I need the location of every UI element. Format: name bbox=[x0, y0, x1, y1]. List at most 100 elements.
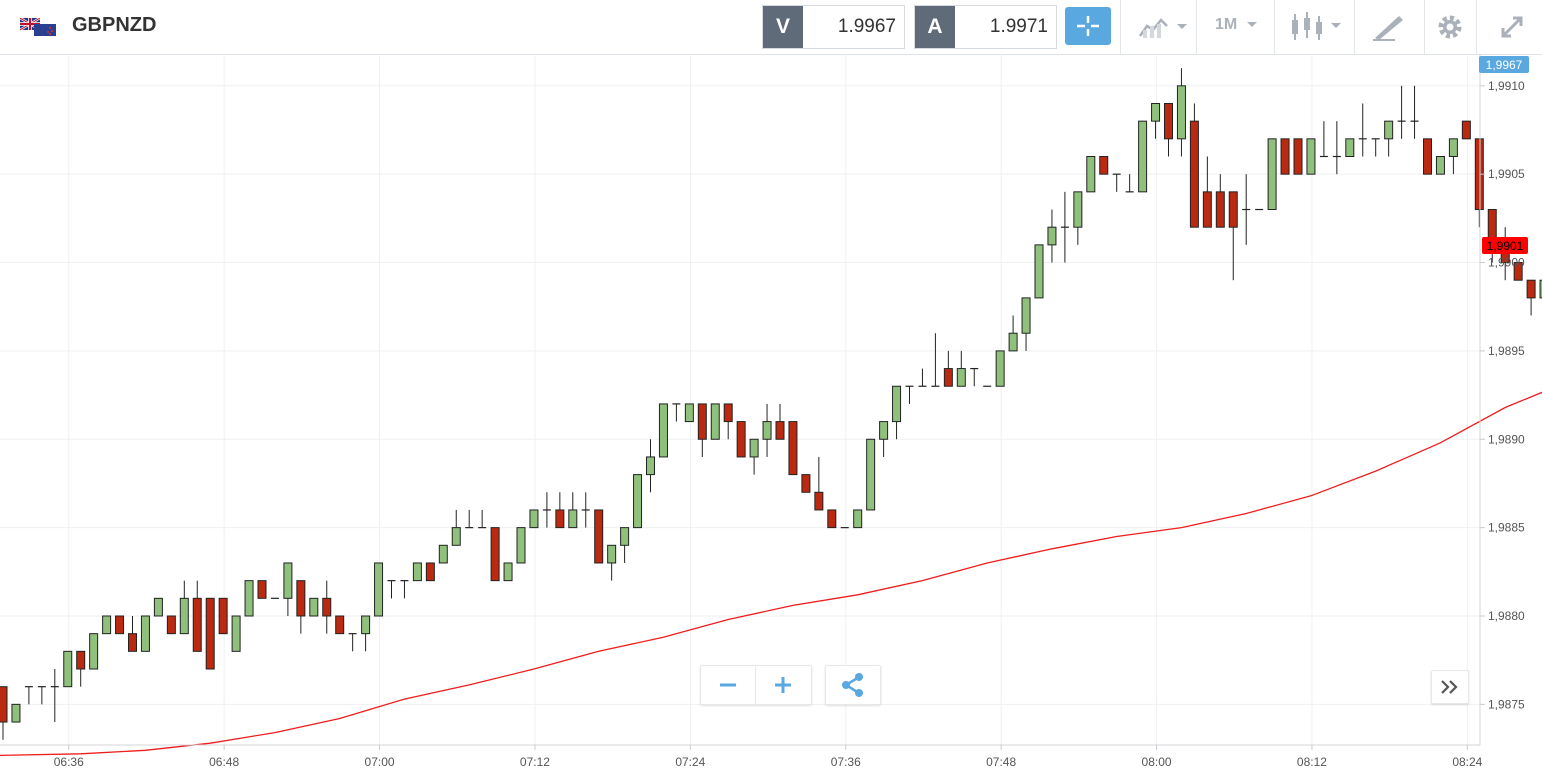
candle bbox=[879, 421, 889, 457]
zoom-in-button[interactable] bbox=[756, 666, 810, 704]
candle-body bbox=[1228, 191, 1238, 228]
candle-body bbox=[1384, 120, 1394, 140]
candle bbox=[827, 509, 837, 529]
candle-body bbox=[1448, 138, 1458, 158]
candle-body bbox=[684, 403, 694, 423]
candle-body bbox=[128, 633, 137, 652]
x-tick-label: 07:00 bbox=[365, 755, 395, 769]
candle bbox=[451, 509, 461, 546]
candle-body bbox=[594, 509, 604, 564]
scroll-to-latest-button[interactable] bbox=[1431, 670, 1469, 704]
candle-body bbox=[943, 368, 953, 387]
candle bbox=[1474, 138, 1484, 228]
candle bbox=[102, 615, 112, 635]
candle bbox=[710, 403, 720, 440]
candle-body bbox=[503, 562, 513, 582]
minus-icon bbox=[720, 683, 736, 687]
candlestick-icon bbox=[1292, 12, 1341, 40]
candle-body bbox=[1086, 156, 1096, 193]
candle-body bbox=[866, 438, 876, 511]
candle-body bbox=[490, 527, 500, 582]
fullscreen-button[interactable] bbox=[1476, 0, 1542, 54]
candle bbox=[905, 385, 914, 404]
candle bbox=[866, 438, 876, 511]
candle-body bbox=[1073, 191, 1083, 228]
candle bbox=[1242, 174, 1251, 245]
candle bbox=[205, 597, 215, 670]
candle-body bbox=[1435, 156, 1445, 175]
candle bbox=[516, 527, 526, 564]
buy-quote-button[interactable]: A 1.9971 bbox=[914, 5, 1057, 49]
x-tick-label: 07:48 bbox=[986, 755, 1016, 769]
candle-body bbox=[438, 544, 448, 564]
candle-body bbox=[827, 509, 837, 529]
crosshair-button[interactable] bbox=[1065, 7, 1111, 45]
candle bbox=[425, 562, 435, 582]
candle-body bbox=[749, 438, 759, 458]
candle bbox=[387, 580, 396, 599]
candle-body bbox=[1008, 332, 1018, 352]
candle-body bbox=[1021, 297, 1031, 334]
moving-average-layer bbox=[0, 391, 1542, 757]
candle bbox=[438, 544, 448, 564]
candle bbox=[1513, 262, 1523, 281]
candle bbox=[63, 650, 73, 688]
candle bbox=[76, 650, 86, 687]
y-tick-label: 1,9900 bbox=[1488, 256, 1525, 270]
x-tick-label: 07:12 bbox=[520, 755, 550, 769]
candle bbox=[594, 509, 604, 564]
timeframe-label: 1M bbox=[1215, 16, 1238, 33]
candle bbox=[1319, 121, 1328, 158]
sell-price: 1.9967 bbox=[837, 16, 896, 37]
candle bbox=[555, 492, 565, 529]
zoom-out-button[interactable] bbox=[701, 666, 756, 704]
drawing-tools-button[interactable] bbox=[1354, 0, 1423, 54]
candle bbox=[37, 686, 46, 705]
candles-layer bbox=[0, 68, 1542, 740]
candle-body bbox=[1164, 102, 1173, 140]
candle bbox=[1047, 209, 1057, 263]
candle-body bbox=[956, 368, 966, 387]
drawing-pen-icon bbox=[1373, 16, 1403, 41]
share-button[interactable] bbox=[825, 665, 881, 705]
candle-body bbox=[76, 650, 86, 670]
symbol-name: GBPNZD bbox=[72, 14, 157, 36]
candle-body bbox=[710, 403, 720, 440]
candle bbox=[1073, 191, 1083, 245]
candle-body bbox=[140, 615, 150, 652]
candle bbox=[24, 686, 33, 705]
candle bbox=[1267, 138, 1277, 211]
settings-button[interactable] bbox=[1424, 0, 1475, 54]
chart-type-dropdown[interactable] bbox=[1120, 0, 1195, 54]
candle-body bbox=[1539, 279, 1542, 299]
candle bbox=[490, 527, 500, 582]
candle-body bbox=[853, 509, 863, 529]
candle bbox=[1008, 315, 1018, 352]
sell-quote-button[interactable]: V 1.9967 bbox=[762, 5, 905, 49]
candle bbox=[218, 597, 228, 635]
candle bbox=[970, 367, 979, 387]
candle bbox=[1176, 68, 1186, 157]
candle-body bbox=[1047, 226, 1057, 246]
timeframe-dropdown[interactable]: 1M bbox=[1196, 0, 1273, 54]
candle bbox=[1306, 138, 1316, 175]
candle bbox=[995, 350, 1005, 387]
candle bbox=[503, 562, 513, 582]
candle bbox=[89, 633, 99, 670]
candle bbox=[646, 439, 655, 493]
candle-body bbox=[309, 597, 319, 617]
candle-style-dropdown[interactable] bbox=[1274, 0, 1353, 54]
candle-body bbox=[166, 615, 176, 635]
candle-body bbox=[607, 544, 617, 564]
chart-grid bbox=[0, 54, 1480, 745]
candle-body bbox=[814, 491, 824, 511]
y-tick-label: 1,9880 bbox=[1488, 609, 1525, 623]
x-tick-label: 08:00 bbox=[1142, 755, 1172, 769]
candle bbox=[633, 474, 643, 529]
y-tick-label: 1,9875 bbox=[1488, 697, 1525, 711]
chart-axes bbox=[0, 54, 1481, 746]
candle-body bbox=[283, 562, 293, 599]
candle bbox=[1112, 173, 1121, 192]
candle bbox=[892, 385, 902, 440]
candle bbox=[400, 580, 409, 599]
